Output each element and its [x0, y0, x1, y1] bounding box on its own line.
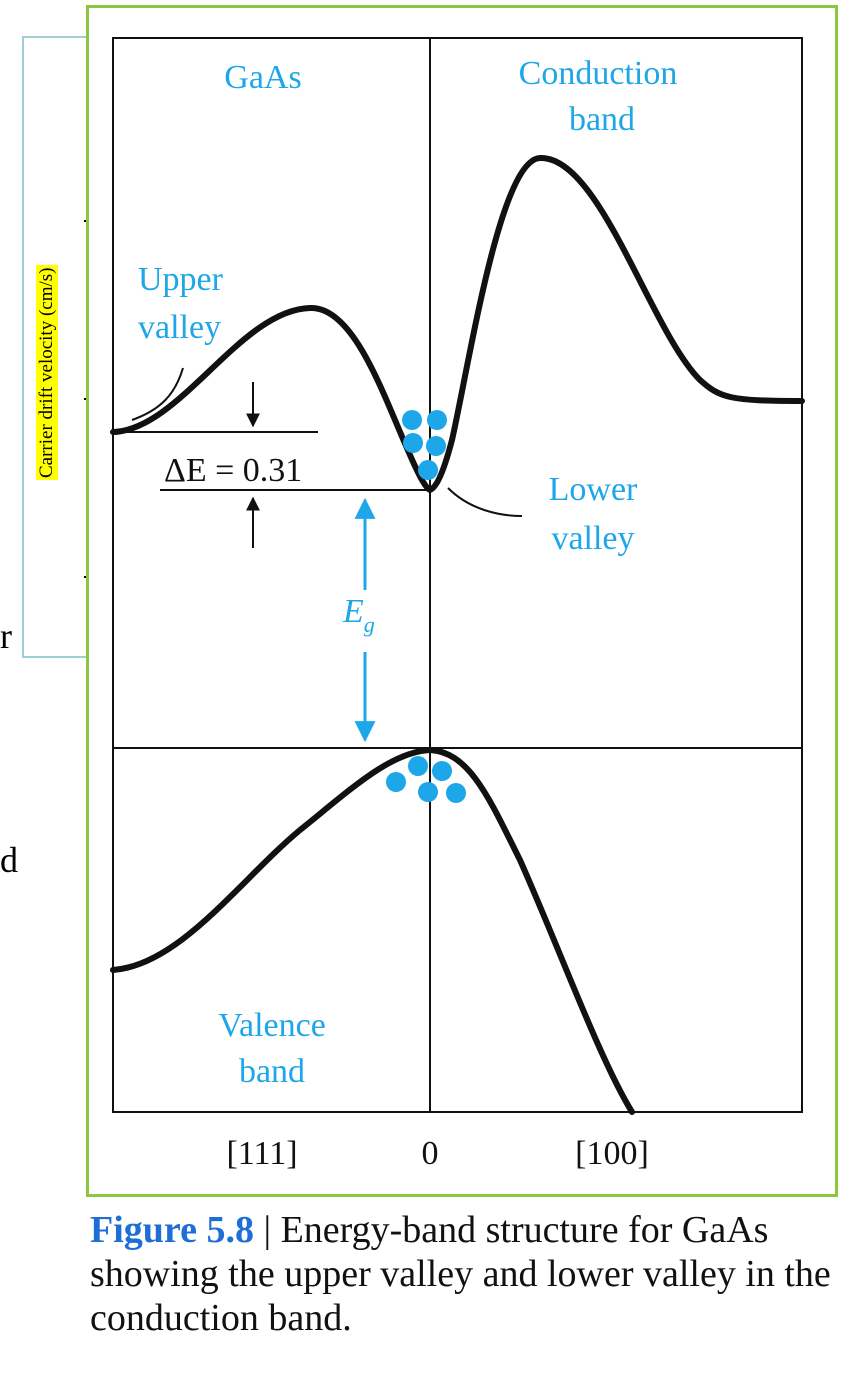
figure-frame [86, 5, 838, 1197]
background-plot-panel [22, 36, 96, 658]
hole-dot [418, 782, 438, 802]
valence-band-label-line2: band [239, 1053, 305, 1090]
hole-dot [408, 756, 428, 776]
material-label: GaAs [224, 59, 301, 96]
lower-valley-label-line2: valley [551, 520, 634, 557]
lower-valley-leader [447, 487, 523, 517]
delta-e-label: ΔE = 0.31 [164, 452, 302, 489]
electron-dot [403, 433, 423, 453]
electron-dot [426, 436, 446, 456]
conduction-band-label-line2: band [569, 101, 635, 138]
hole-dot [432, 761, 452, 781]
electron-dot [427, 410, 447, 430]
x-tick-left: [111] [226, 1135, 297, 1172]
eg-label: Eg [342, 593, 375, 637]
electron-dot [418, 460, 438, 480]
valence-band-curve [110, 747, 635, 1115]
hole-dots [386, 756, 466, 803]
caption-separator: | [263, 1209, 272, 1251]
x-tick-center: 0 [422, 1135, 439, 1172]
electron-dots [402, 410, 447, 480]
upper-valley-leader [131, 367, 184, 421]
background-text-fragment: d [0, 840, 18, 880]
hole-dot [386, 772, 406, 792]
caption-text: Energy-band structure for GaAs showing t… [90, 1209, 831, 1339]
electron-dot [402, 410, 422, 430]
conduction-band-curve [110, 154, 805, 493]
upper-valley-label-line1: Upper [138, 261, 224, 298]
figure-caption: Figure 5.8 | Energy-band structure for G… [90, 1208, 850, 1340]
hole-dot [446, 783, 466, 803]
upper-valley-label-line2: valley [138, 309, 221, 346]
x-tick-right: [100] [575, 1135, 649, 1172]
lower-valley-label-line1: Lower [549, 471, 638, 508]
plot-box [112, 37, 803, 1113]
valence-band-label-line1: Valence [218, 1007, 326, 1044]
background-text-fragment: r [0, 616, 12, 656]
figure-number: Figure 5.8 [90, 1209, 254, 1251]
conduction-band-label-line1: Conduction [519, 55, 678, 92]
